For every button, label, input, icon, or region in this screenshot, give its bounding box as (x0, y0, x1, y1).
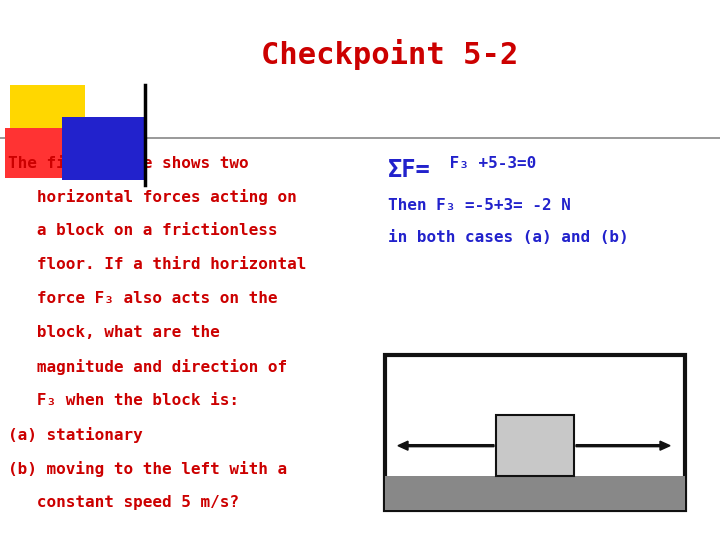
Text: in both cases (a) and (b): in both cases (a) and (b) (388, 230, 629, 245)
Text: F₃ when the block is:: F₃ when the block is: (8, 393, 239, 408)
Text: ΣF=: ΣF= (388, 158, 431, 182)
Text: F₃ +5-3=0: F₃ +5-3=0 (440, 156, 536, 171)
FancyArrow shape (398, 441, 494, 450)
Text: horizontal forces acting on: horizontal forces acting on (8, 189, 297, 205)
Text: force F₃ also acts on the: force F₃ also acts on the (8, 291, 277, 306)
Bar (496, 415, 574, 476)
Text: Then F₃ =-5+3= -2 N: Then F₃ =-5+3= -2 N (388, 198, 571, 213)
Text: The figure here shows two: The figure here shows two (8, 155, 248, 171)
Text: Checkpoint 5-2: Checkpoint 5-2 (261, 39, 518, 71)
Bar (62, 117, 144, 180)
Bar (10, 85, 85, 148)
Text: constant speed 5 m/s?: constant speed 5 m/s? (8, 495, 239, 510)
Text: magnitude and direction of: magnitude and direction of (8, 359, 287, 375)
FancyArrow shape (576, 441, 670, 450)
Text: 5 N: 5 N (605, 376, 627, 389)
Text: a block on a frictionless: a block on a frictionless (8, 223, 277, 238)
Bar (385, 476, 685, 510)
Bar (385, 355, 685, 510)
Text: block, what are the: block, what are the (8, 325, 220, 340)
Text: 3 N: 3 N (440, 376, 462, 389)
Text: (a) stationary: (a) stationary (8, 427, 143, 443)
Bar (5, 128, 80, 178)
Text: (b) moving to the left with a: (b) moving to the left with a (8, 461, 287, 477)
Text: floor. If a third horizontal: floor. If a third horizontal (8, 257, 307, 272)
